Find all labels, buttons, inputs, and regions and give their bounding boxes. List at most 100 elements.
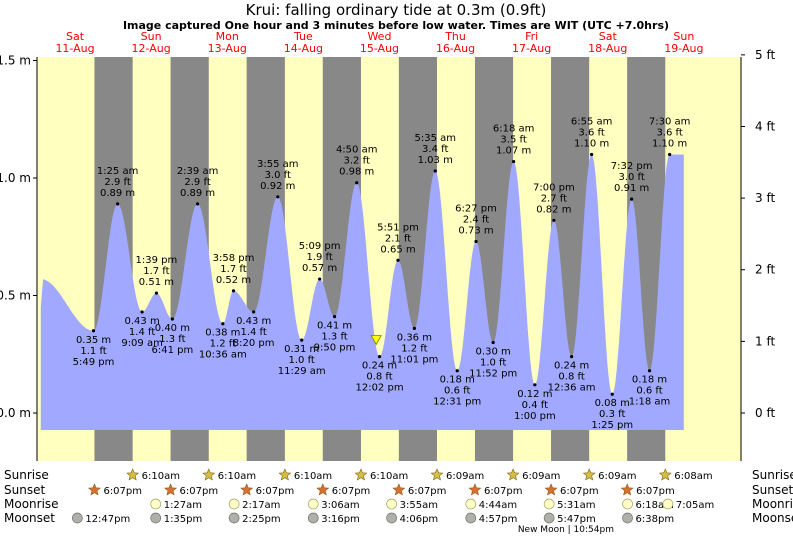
extremum-time: 2:39 am [177,166,219,177]
day-label-date: 19-Aug [664,42,703,55]
extremum-ft: 0.8 ft [366,372,392,383]
extremum-time: 7:30 am [649,117,691,128]
day-label-date: 16-Aug [436,42,475,55]
moonset-icon [307,512,319,524]
low-tide-label: 0.35 m1.1 ft5:49 pm [73,329,114,368]
sunrise-icon [278,468,292,481]
extremum-time: 1:25 am [97,166,139,177]
extremum-ft: 1.9 ft [306,252,332,263]
y-tick-label-ft: 0 ft [755,406,775,420]
day-label-date: 12-Aug [132,42,171,55]
sunset-time: 6:07pm [180,486,219,497]
extremum-m: 0.41 m [317,321,352,332]
extremum-m: 0.52 m [216,275,251,286]
extremum-time: 5:35 am [414,133,456,144]
extremum-time: 11:29 am [278,366,326,377]
low-tide-label: 0.40 m1.3 ft6:41 pm [152,317,193,356]
moonrise-time: 4:44am [479,500,517,511]
moonrise-time: 3:06am [321,500,359,511]
low-tide-label: 0.08 m0.3 ft1:25 pm [591,392,633,431]
sunrise-icon [354,468,368,481]
extremum-point [455,369,459,373]
tide-area [40,154,684,430]
chart-subtitle: Image captured One hour and 3 minutes be… [123,19,669,32]
extremum-point [332,315,337,319]
sunrise-time: 6:08am [674,471,712,482]
extremum-ft: 2.7 ft [541,193,567,204]
extremum-ft: 1.2 ft [210,339,236,350]
extremum-ft: 0.8 ft [558,372,584,383]
extremum-m: 1.10 m [652,139,687,150]
extremum-time: 1:25 pm [591,420,633,431]
sunrise-icon [430,468,444,481]
extremum-time: 10:36 am [199,350,247,361]
moonset-icon [71,512,83,524]
sunrise-time: 6:09am [446,471,484,482]
extremum-time: 9:09 am [121,338,163,349]
high-tide-label: 5:35 am3.4 ft1.03 m [414,133,456,173]
moonset-icon [386,512,397,524]
moonrise-icon [465,498,477,510]
high-tide-label: 1:39 pm1.7 ft0.51 m [136,255,177,295]
row-label-left: Sunrise [4,468,49,482]
moonset-time: 4:57pm [479,514,518,525]
extremum-m: 0.12 m [517,389,552,400]
extremum-ft: 1.7 ft [220,264,246,275]
extremum-point [396,258,400,262]
extremum-ft: 1.4 ft [129,327,155,338]
extremum-time: 5:09 pm [299,241,341,252]
sunrise-time: 6:09am [522,471,560,482]
sunset-time: 6:07pm [256,486,295,497]
new-moon-label: New Moon | 10:54pm [518,525,614,535]
extremum-ft: 1.4 ft [240,327,266,338]
moonset-time: 6:38pm [636,514,675,525]
day-label-dow: Mon [216,30,239,43]
moonset-time: 12:47pm [85,514,130,525]
sunset-time: 6:07pm [484,486,523,497]
extremum-ft: 2.9 ft [104,177,130,188]
moonrise-time: 1:27am [164,500,202,511]
extremum-point [154,291,159,295]
moonset-time: 5:47pm [557,514,596,525]
y-tick-label-ft: 3 ft [755,191,775,205]
day-label-dow: Sat [599,30,618,43]
sunrise-time: 6:10am [142,471,180,482]
day-label-date: 18-Aug [588,42,627,55]
day-label-dow: Sun [141,30,162,43]
high-tide-label: 7:00 pm2.7 ft0.82 m [533,182,575,222]
moonrise-icon [228,498,240,510]
sunrise-time: 6:10am [294,471,332,482]
extremum-ft: 0.6 ft [444,386,470,397]
extremum-point [377,355,382,359]
row-label-left: Moonset [4,511,55,525]
moonrise-icon [622,498,633,510]
day-label-dow: Sat [66,30,85,43]
extremum-ft: 1.3 ft [159,334,185,345]
extremum-time: 6:18 am [493,124,535,135]
extremum-point [647,369,652,373]
extremum-ft: 3.0 ft [618,172,644,183]
moonset-icon [465,512,477,524]
y-tick-label-ft: 5 ft [755,48,775,62]
day-label-dow: Wed [367,30,391,43]
extremum-m: 0.18 m [632,375,667,386]
extremum-point [474,239,478,244]
extremum-m: 0.73 m [458,225,493,236]
row-label-right: Sunset [752,483,793,497]
extremum-m: 0.18 m [440,375,475,386]
sunset-icon [87,483,101,496]
extremum-m: 0.57 m [302,263,337,274]
y-tick-label-m: 0.5 m [0,289,31,303]
extremum-point [668,152,672,157]
extremum-time: 3:55 am [257,159,299,170]
row-label-right: Moonrise [752,497,793,511]
sunrise-icon [126,468,140,481]
extremum-point [630,197,634,201]
extremum-m: 0.08 m [595,398,630,409]
extremum-point [231,289,236,293]
moonset-icon [622,512,633,524]
